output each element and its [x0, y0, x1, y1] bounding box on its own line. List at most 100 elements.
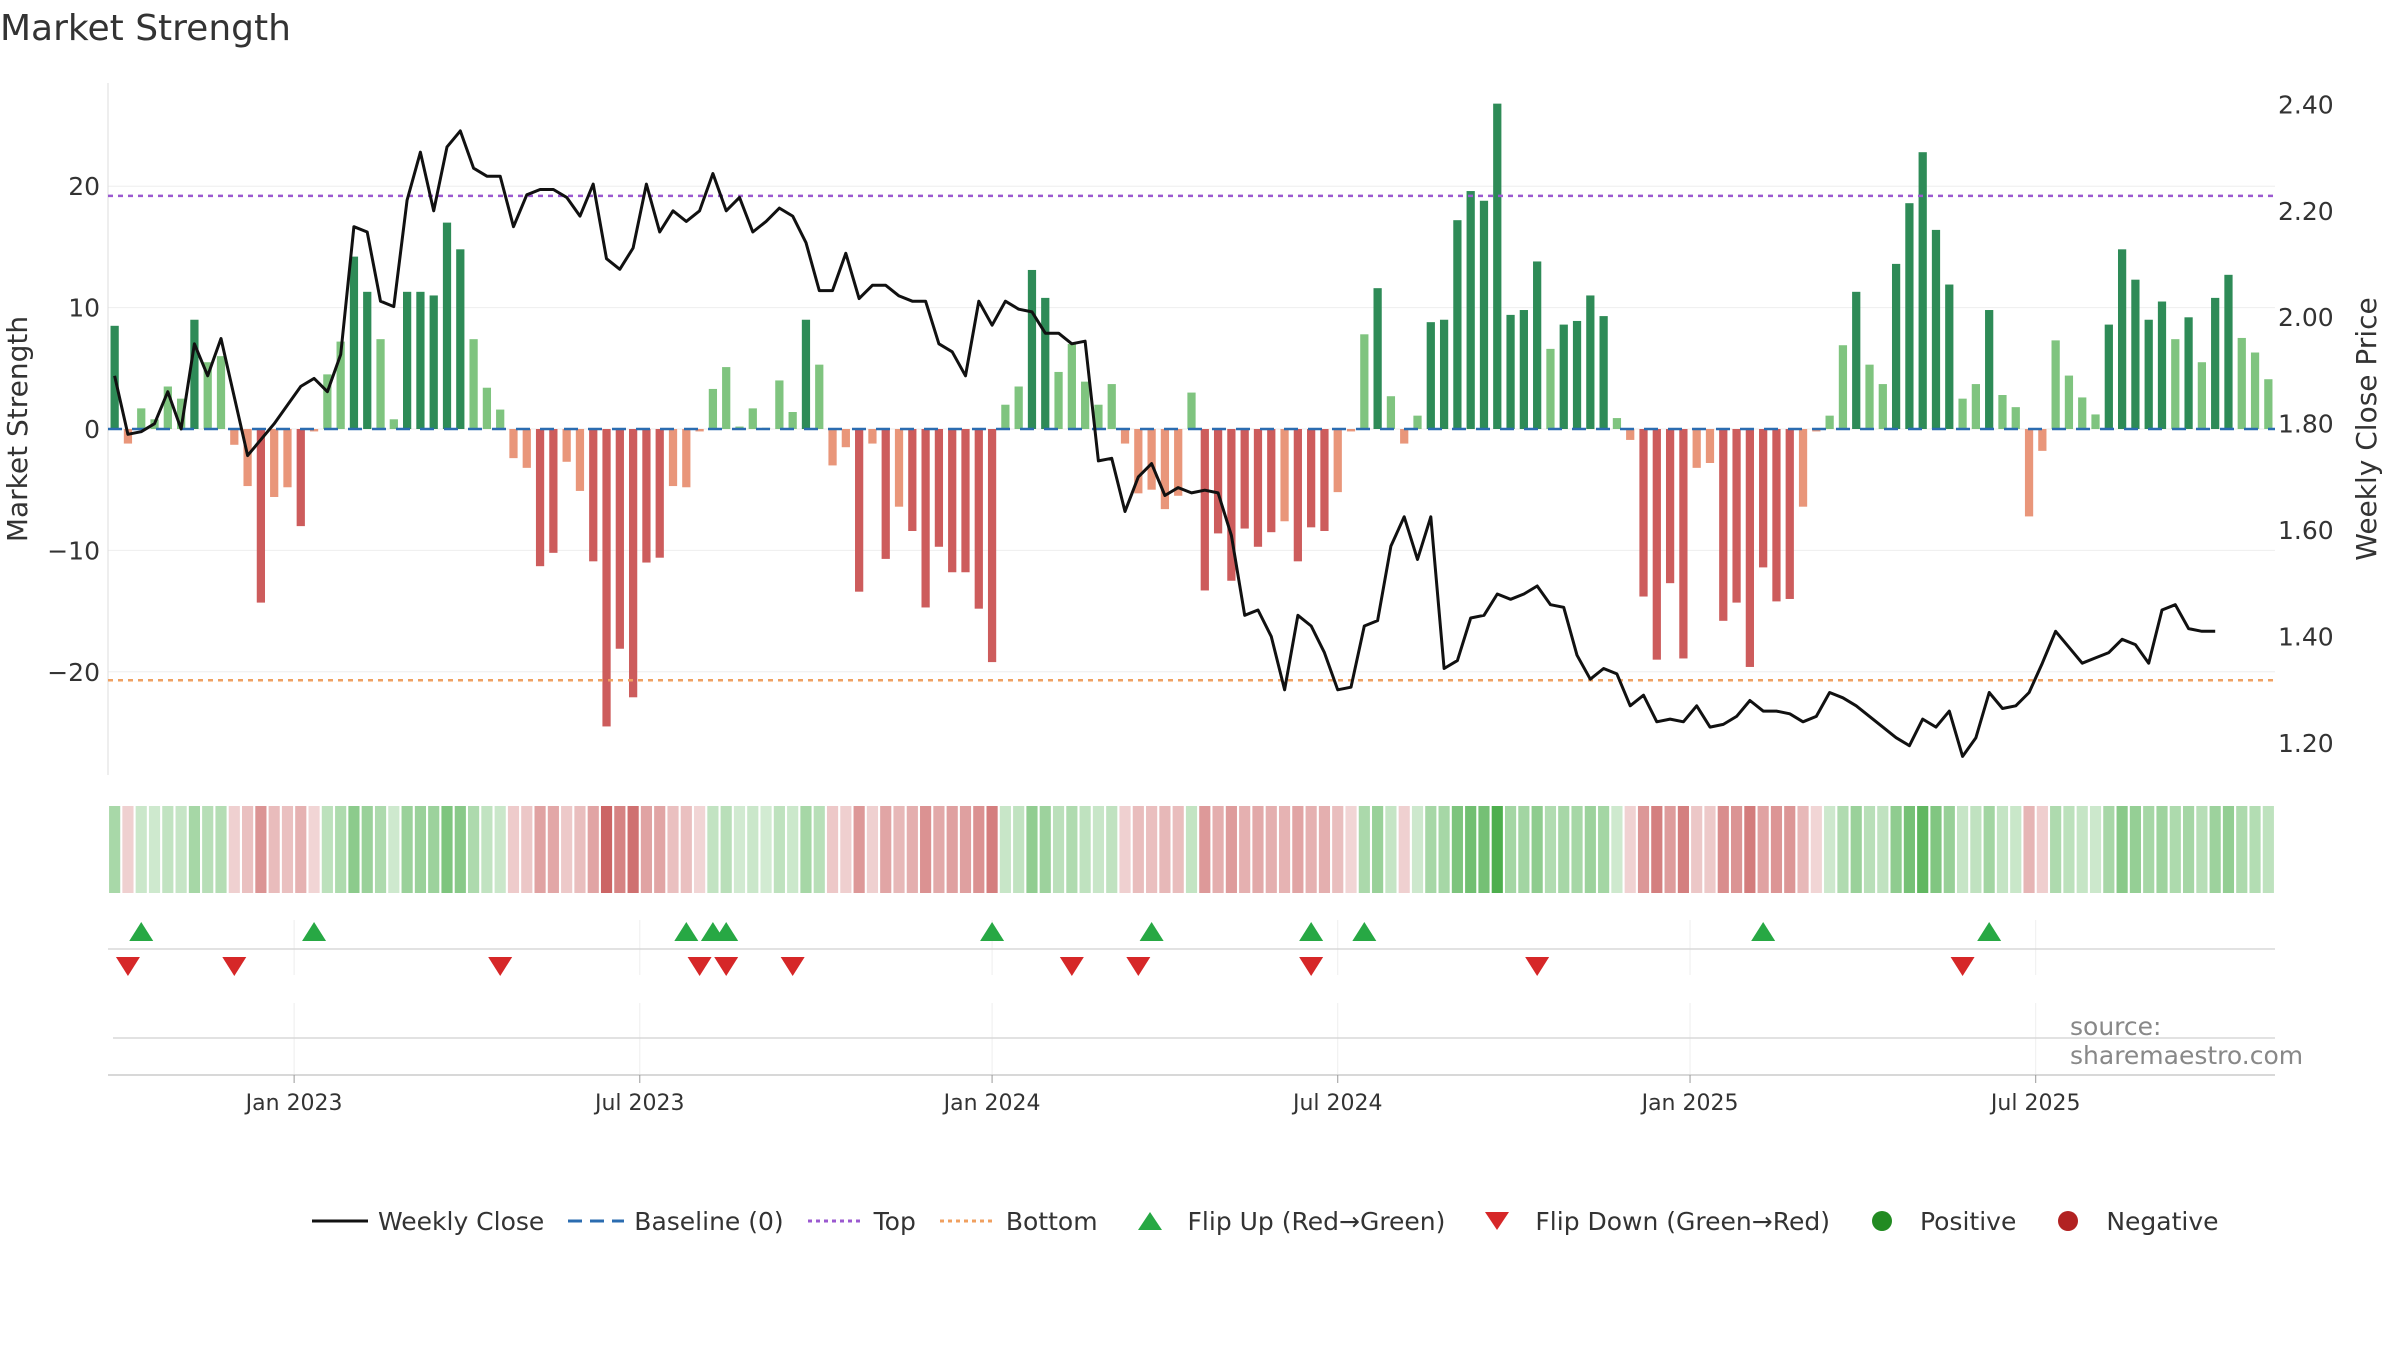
heat-cell	[600, 806, 613, 893]
strength-bar	[2024, 429, 2034, 517]
strength-bar	[1160, 429, 1170, 510]
strength-bar	[323, 374, 332, 429]
strength-bar	[841, 429, 850, 448]
legend-positive-label: Positive	[1919, 1206, 2017, 1236]
strength-bar	[722, 367, 731, 429]
heat-cell	[1106, 806, 1118, 893]
heat-cell	[1092, 806, 1105, 893]
strength-bar	[1772, 429, 1781, 602]
flip-up-marker	[1299, 922, 1324, 941]
heat-cell	[481, 806, 493, 893]
strength-bar	[1320, 429, 1329, 531]
heat-cell	[2196, 806, 2208, 893]
baseline-dash-icon	[568, 1219, 625, 1223]
strength-bar	[1120, 429, 1130, 444]
heat-cell	[1013, 806, 1025, 893]
strength-bars	[110, 103, 2273, 727]
heat-cell	[1185, 806, 1198, 893]
heat-cell	[1531, 806, 1543, 893]
heat-cell	[959, 806, 972, 893]
heat-cell	[1252, 806, 1264, 893]
heat-cell	[454, 806, 466, 893]
legend-baseline-label: Baseline (0)	[634, 1206, 784, 1236]
heat-cell	[707, 806, 719, 893]
heat-cell	[1225, 806, 1237, 893]
legend-flip-down-label: Flip Down (Green→Red)	[1535, 1206, 1830, 1236]
heat-cell	[920, 806, 932, 893]
heat-cell	[1877, 806, 1889, 893]
strength-bar	[1200, 429, 1209, 591]
strength-bar	[1891, 263, 1901, 429]
heat-cell	[2050, 806, 2062, 893]
heat-cell	[414, 806, 427, 893]
strength-bar	[1174, 429, 1183, 496]
strength-bar	[2011, 407, 2020, 429]
strength-bar	[1732, 429, 1741, 603]
heat-cell	[109, 806, 121, 893]
strength-bar	[2051, 340, 2060, 429]
strength-bar	[1612, 418, 1622, 429]
heat-cell	[1651, 806, 1663, 893]
heat-cell	[1797, 806, 1809, 893]
heat-cell	[388, 806, 400, 893]
legend-negative: Negative	[2038, 1206, 2219, 1236]
strength-bar	[1293, 429, 1302, 562]
heat-cell	[401, 806, 413, 893]
heat-cell	[694, 806, 706, 893]
y-right-tick-label: 1.60	[2278, 516, 2334, 545]
heat-cell	[1624, 806, 1636, 893]
heat-cell	[2063, 806, 2075, 893]
strength-bar	[1240, 429, 1249, 529]
strength-bar	[482, 387, 492, 429]
source-label: source: sharemaestro.com	[2070, 1012, 2304, 1070]
legend-top: Top	[806, 1206, 916, 1236]
heat-cell	[640, 806, 653, 893]
strength-bar	[1054, 371, 1063, 429]
heat-cell	[148, 806, 161, 893]
strength-bar	[2144, 319, 2153, 429]
flip-down-marker	[1950, 957, 1975, 976]
strength-bar	[1652, 429, 1661, 660]
strength-bar	[2264, 379, 2273, 429]
strength-bar	[1267, 429, 1276, 533]
strength-bar	[456, 249, 465, 429]
flip-up-marker	[129, 922, 154, 941]
heat-cell	[2236, 806, 2248, 893]
heat-cell	[268, 806, 280, 893]
legend: Weekly Close Baseline (0) Top Bottom Fli…	[310, 1206, 2241, 1236]
heat-cell	[1079, 806, 1091, 893]
heat-cell	[1372, 806, 1384, 893]
strength-bar	[1759, 429, 1768, 568]
flip-up-marker	[1977, 922, 2002, 941]
legend-flip-up: Flip Up (Red→Green)	[1120, 1206, 1446, 1236]
y-left-tick-label: 0	[84, 415, 100, 444]
strength-bar	[1931, 229, 1941, 429]
heat-cell	[680, 806, 692, 893]
strength-bar	[708, 388, 718, 429]
heat-cell	[1956, 806, 1969, 893]
heat-cell	[1146, 806, 1158, 893]
heat-cell	[335, 806, 347, 893]
y-left-tick-label: 20	[68, 172, 100, 201]
strength-bar	[509, 429, 518, 459]
heat-cell	[215, 806, 227, 893]
heat-cell	[441, 806, 453, 893]
strength-bar	[1719, 429, 1728, 621]
strength-bar	[695, 429, 704, 432]
heat-cell	[1544, 806, 1557, 893]
heat-cell	[747, 806, 759, 893]
strength-bar	[1426, 322, 1435, 429]
strength-bar	[987, 429, 997, 663]
strength-heat-strip	[109, 806, 2274, 893]
strength-bar	[908, 429, 917, 531]
heat-cell	[1824, 806, 1836, 893]
heat-cell	[1930, 806, 1942, 893]
heat-cell	[374, 806, 387, 893]
heat-cell	[1066, 806, 1078, 893]
legend-flip-up-label: Flip Up (Red→Green)	[1187, 1206, 1446, 1236]
strength-bar	[549, 429, 558, 553]
strength-bar	[921, 429, 930, 608]
heat-cell	[1239, 806, 1251, 893]
heat-cell	[1358, 806, 1370, 893]
